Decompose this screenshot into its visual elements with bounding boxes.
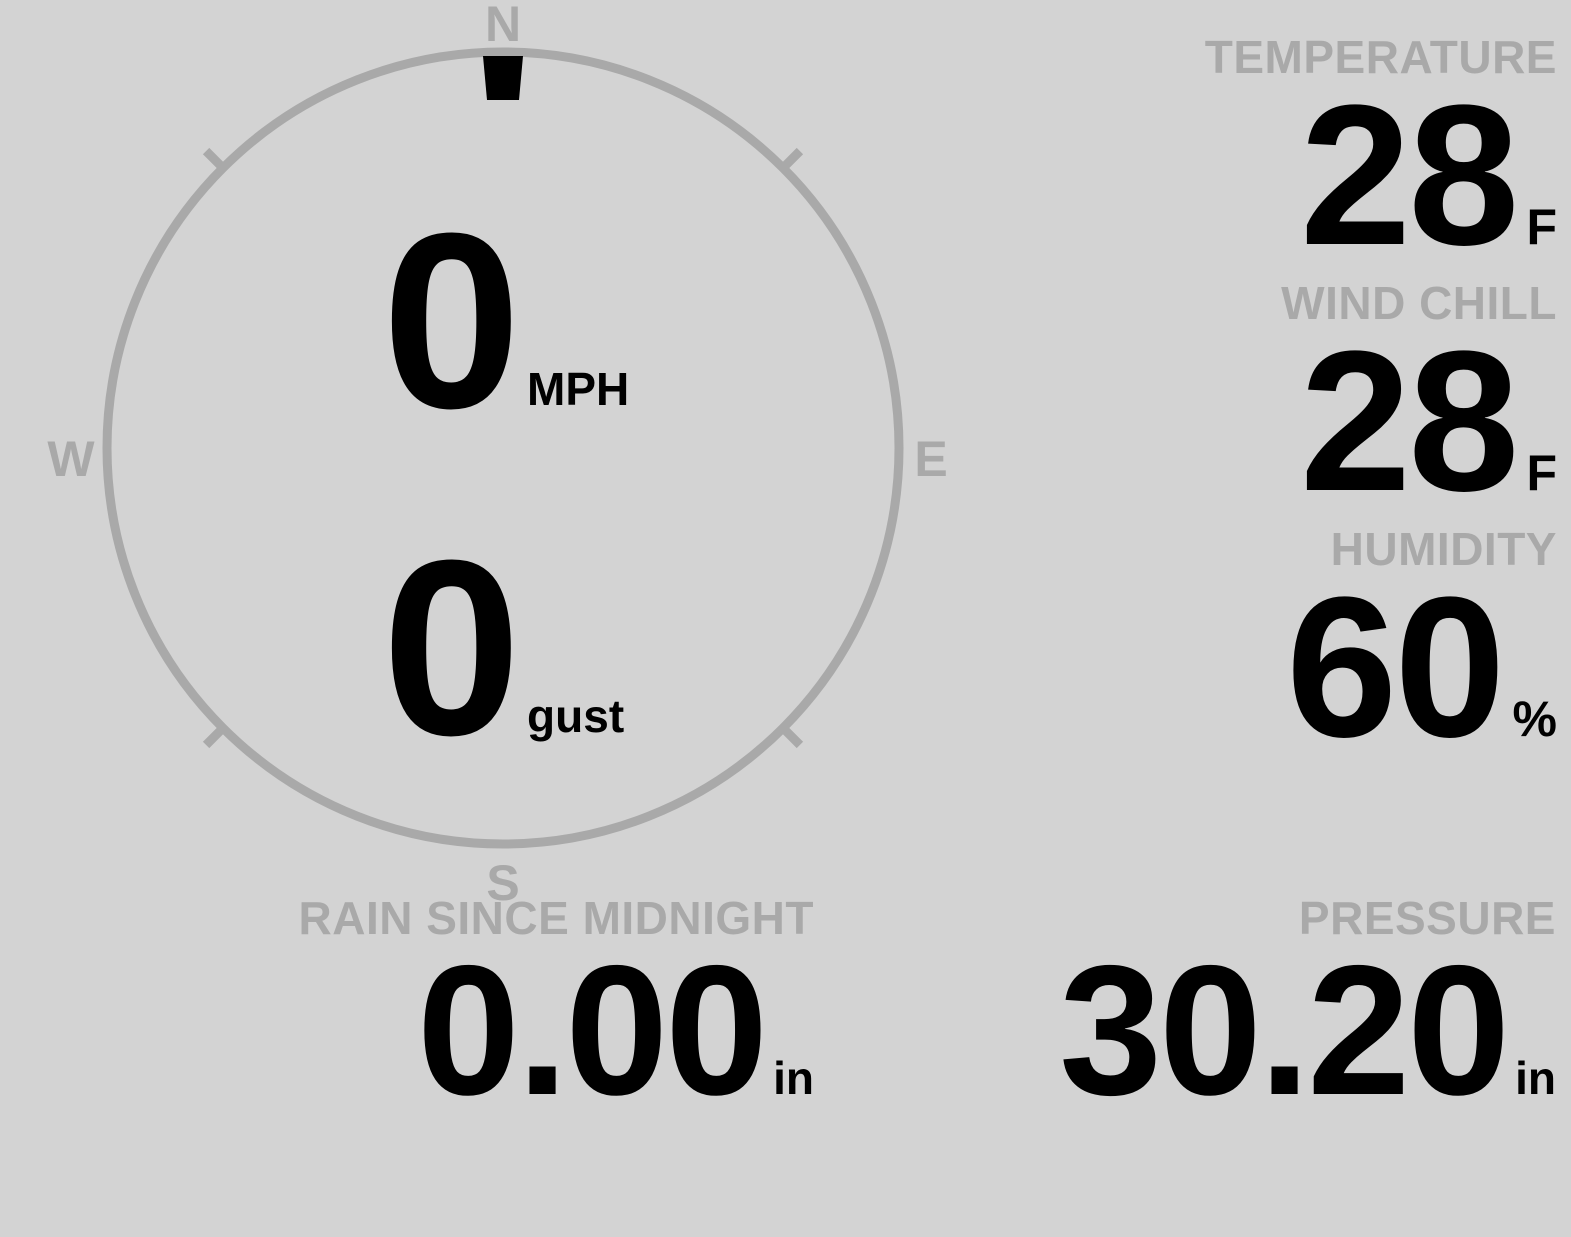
wind-chill-unit: F (1526, 445, 1557, 501)
compass-ticks (202, 147, 804, 749)
wind-gust-value: 0 (382, 508, 521, 787)
wind-direction-marker (483, 56, 523, 100)
stat-block-wind-chill: WIND CHILL 28 F (997, 277, 1557, 533)
humidity-label: HUMIDITY (1330, 523, 1557, 575)
rain-value: 0.00 (417, 928, 768, 1134)
wind-chill-value-row: 28 F (997, 310, 1557, 533)
wind-speed-readout: 0 MPH (382, 196, 629, 446)
temperature-value-row: 28 F (997, 64, 1557, 287)
compass-ring (102, 47, 904, 849)
pressure-label: PRESSURE (1298, 892, 1556, 944)
compass-label-west: W (47, 431, 95, 487)
humidity-value: 60 (1286, 556, 1505, 779)
stat-block-temperature: TEMPERATURE 28 F (997, 31, 1557, 287)
stat-column: TEMPERATURE 28 F WIND CHILL 28 F HUMIDIT… (997, 31, 1557, 779)
wind-dial: N S W E 0 MPH 0 gust (0, 0, 1010, 920)
wind-gust-unit: gust (527, 690, 625, 742)
pressure-value-row: 30.20 in (790, 928, 1556, 1134)
humidity-value-row: 60 % (997, 556, 1557, 779)
temperature-value: 28 (1299, 64, 1519, 287)
pressure-unit: in (1515, 1052, 1556, 1104)
wind-chill-value: 28 (1299, 310, 1519, 533)
wind-gust-readout: 0 gust (382, 523, 624, 773)
bottom-row: RAIN SINCE MIDNIGHT 0.00 in PRESSURE 30.… (0, 895, 1571, 1135)
rain-value-row: 0.00 in (48, 928, 814, 1134)
wind-speed-unit: MPH (527, 363, 630, 415)
compass-label-north: N (484, 0, 522, 52)
compass-label-south: S (486, 855, 520, 911)
wind-speed-value: 0 (382, 181, 521, 460)
temperature-unit: F (1526, 199, 1557, 255)
pressure-value: 30.20 (1059, 928, 1510, 1134)
rain-unit: in (773, 1052, 814, 1104)
compass-dial-icon (102, 47, 904, 849)
humidity-unit: % (1512, 691, 1557, 747)
wind-chill-label: WIND CHILL (1281, 277, 1557, 329)
stat-block-pressure: PRESSURE 30.20 in (790, 892, 1556, 1134)
stat-block-rain: RAIN SINCE MIDNIGHT 0.00 in (48, 892, 815, 1134)
compass-label-east: E (914, 431, 948, 487)
rain-label: RAIN SINCE MIDNIGHT (298, 892, 814, 944)
stat-block-humidity: HUMIDITY 60 % (997, 523, 1557, 779)
temperature-label: TEMPERATURE (1204, 31, 1557, 83)
